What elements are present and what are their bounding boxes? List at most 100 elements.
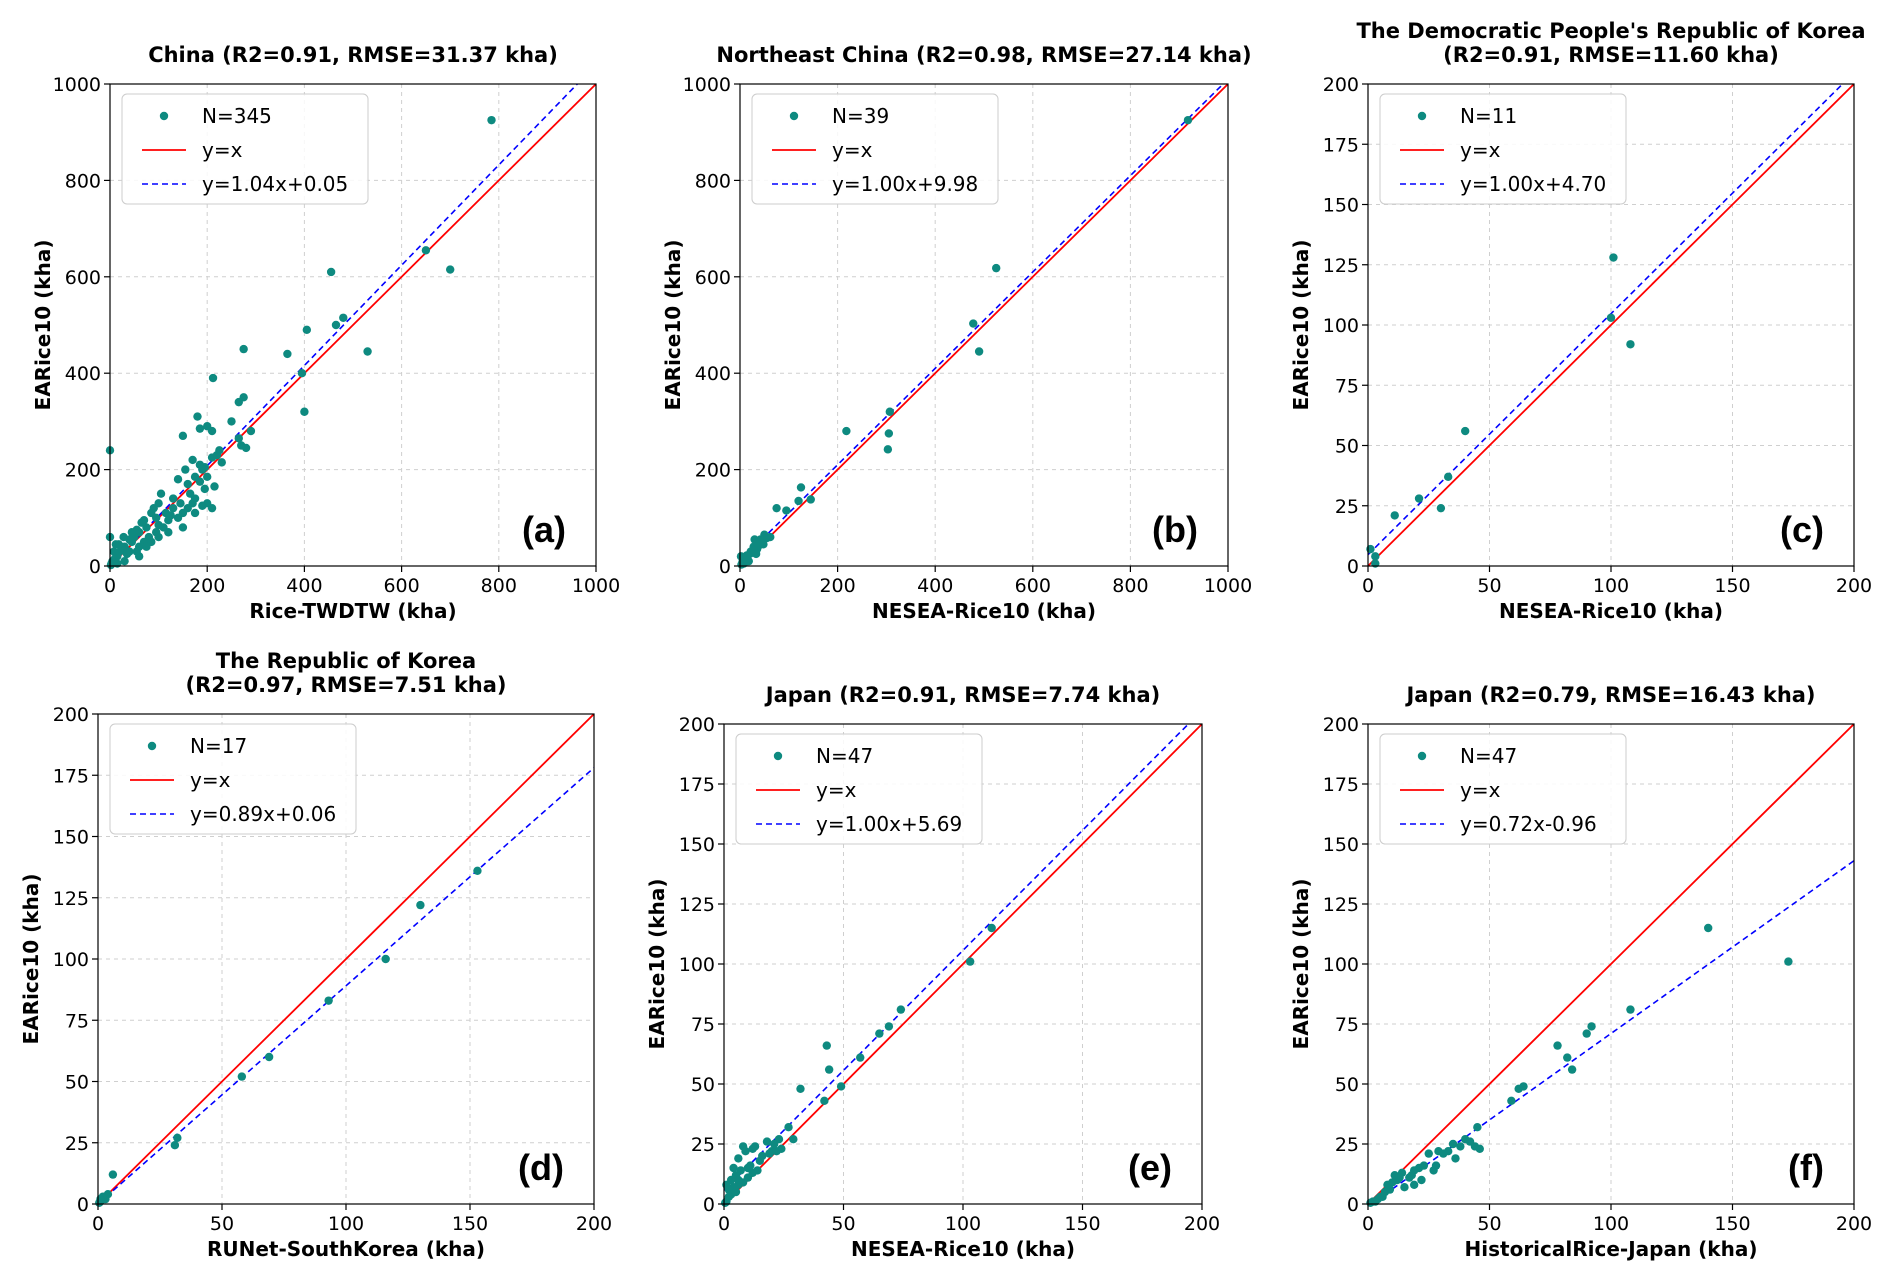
y-tick-label: 0 xyxy=(719,556,731,578)
data-point xyxy=(198,465,207,474)
data-point xyxy=(1784,957,1793,966)
legend-marker-points xyxy=(1417,751,1427,761)
y-tick-label: 0 xyxy=(89,556,101,578)
data-point xyxy=(762,1137,772,1146)
data-point xyxy=(969,319,978,328)
data-point xyxy=(750,1142,760,1151)
x-tick-label: 50 xyxy=(210,1213,234,1235)
data-point xyxy=(1371,552,1380,561)
identity-line xyxy=(1368,84,1854,566)
data-point xyxy=(178,523,188,532)
legend-entry: N=39 xyxy=(832,104,889,128)
data-point xyxy=(1390,511,1399,520)
y-tick-label: 400 xyxy=(695,363,731,385)
data-point xyxy=(239,344,248,354)
x-axis-label: NESEA-Rice10 (kha) xyxy=(851,1237,1075,1261)
y-tick-label: 1000 xyxy=(683,74,731,96)
y-tick-label: 600 xyxy=(65,267,101,289)
data-point xyxy=(1400,1183,1409,1192)
data-point xyxy=(1431,1161,1441,1170)
legend-marker-points xyxy=(1417,111,1427,121)
data-point xyxy=(842,426,851,436)
data-point xyxy=(987,923,996,933)
data-point xyxy=(1436,503,1446,513)
x-tick-label: 50 xyxy=(831,1213,855,1235)
y-tick-label: 50 xyxy=(65,1072,89,1094)
data-point xyxy=(173,475,183,484)
y-tick-label: 200 xyxy=(1323,714,1359,736)
y-tick-label: 75 xyxy=(1335,375,1359,397)
y-tick-label: 175 xyxy=(679,774,715,796)
y-tick-label: 200 xyxy=(53,704,89,726)
legend-entry: y=x xyxy=(190,768,231,792)
x-tick-label: 200 xyxy=(576,1213,612,1235)
legend-entry: y=1.00x+9.98 xyxy=(832,172,978,196)
data-point xyxy=(326,267,336,277)
data-point xyxy=(109,547,119,556)
legend-box xyxy=(1379,93,1627,205)
y-tick-label: 150 xyxy=(1323,834,1359,856)
data-point xyxy=(1704,923,1713,933)
x-tick-label: 1000 xyxy=(1204,575,1252,597)
y-tick-label: 75 xyxy=(1335,1014,1359,1036)
chart-title: The Republic of Korea xyxy=(216,649,476,673)
data-point xyxy=(789,1135,798,1144)
data-point xyxy=(765,1149,774,1158)
y-tick-label: 150 xyxy=(53,827,89,849)
y-axis-label: EARice10 (kha) xyxy=(1289,240,1313,411)
data-point xyxy=(796,483,806,492)
data-point xyxy=(151,513,161,522)
y-tick-label: 0 xyxy=(1347,556,1359,578)
data-point xyxy=(992,263,1001,273)
data-point xyxy=(896,1005,906,1014)
fit-line xyxy=(740,84,1225,562)
data-point xyxy=(302,325,312,335)
x-tick-label: 600 xyxy=(383,575,419,597)
data-point xyxy=(1417,1175,1426,1185)
data-point xyxy=(772,503,781,513)
legend-box xyxy=(751,93,999,205)
data-point xyxy=(1456,1142,1465,1151)
chart-title: Japan (R2=0.79, RMSE=16.43 kha) xyxy=(1404,683,1815,707)
data-point xyxy=(1553,1041,1562,1050)
data-point xyxy=(1475,1144,1484,1154)
y-tick-label: 150 xyxy=(1323,195,1359,217)
y-tick-label: 1000 xyxy=(53,74,101,96)
y-tick-label: 100 xyxy=(53,949,89,971)
x-tick-label: 50 xyxy=(1477,1213,1501,1235)
legend-entry: N=47 xyxy=(1460,744,1517,768)
data-point xyxy=(883,445,893,454)
data-point xyxy=(331,320,341,330)
panel-label: (c) xyxy=(1780,509,1824,550)
y-tick-label: 25 xyxy=(65,1133,89,1155)
fit-line xyxy=(98,767,594,1204)
y-tick-label: 25 xyxy=(1335,1134,1359,1156)
data-point xyxy=(125,547,134,556)
data-point xyxy=(142,542,151,551)
chart-title: China (R2=0.91, RMSE=31.37 kha) xyxy=(148,43,558,67)
data-point xyxy=(736,1166,745,1175)
data-point xyxy=(1582,1029,1591,1038)
data-point xyxy=(173,1133,182,1143)
data-point xyxy=(183,479,192,489)
y-tick-label: 175 xyxy=(53,765,89,787)
x-tick-label: 150 xyxy=(452,1213,488,1235)
data-point xyxy=(108,1170,118,1179)
legend-box xyxy=(121,93,369,205)
y-tick-label: 150 xyxy=(679,834,715,856)
data-point xyxy=(738,554,748,563)
y-tick-label: 75 xyxy=(65,1010,89,1032)
data-point xyxy=(208,373,218,383)
data-point xyxy=(210,482,219,491)
y-tick-label: 50 xyxy=(1335,436,1359,458)
data-point xyxy=(822,1041,831,1050)
data-point xyxy=(796,1084,805,1094)
data-point xyxy=(750,535,759,544)
data-point xyxy=(185,489,195,498)
panel-d: 0 50 100 150 200 0 25 50 75 100 125 150 175 200 The Re… xyxy=(19,649,612,1261)
data-point xyxy=(806,495,815,504)
data-point xyxy=(965,957,975,966)
data-point xyxy=(1407,1171,1416,1180)
data-point xyxy=(1606,313,1616,322)
